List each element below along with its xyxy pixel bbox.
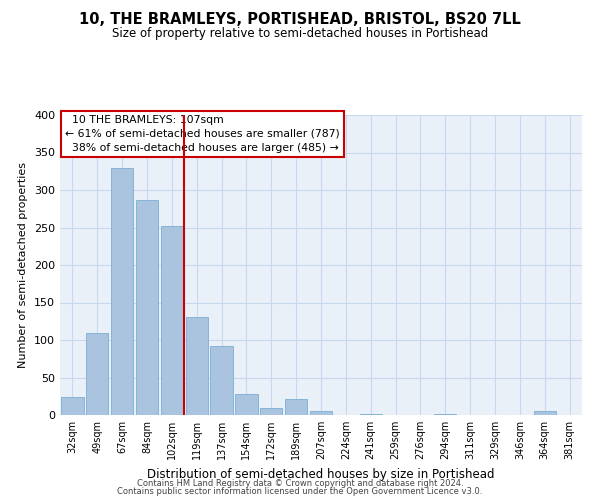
Bar — [111, 168, 133, 415]
Text: 10 THE BRAMLEYS: 107sqm
← 61% of semi-detached houses are smaller (787)
  38% of: 10 THE BRAMLEYS: 107sqm ← 61% of semi-de… — [65, 115, 340, 153]
Bar — [161, 226, 183, 415]
Bar — [86, 332, 109, 415]
Bar — [185, 317, 208, 415]
Text: Contains HM Land Registry data © Crown copyright and database right 2024.: Contains HM Land Registry data © Crown c… — [137, 478, 463, 488]
Bar — [285, 398, 307, 415]
Text: Contains public sector information licensed under the Open Government Licence v3: Contains public sector information licen… — [118, 487, 482, 496]
Bar — [310, 411, 332, 415]
Bar — [211, 346, 233, 415]
Bar — [359, 414, 382, 415]
Text: 10, THE BRAMLEYS, PORTISHEAD, BRISTOL, BS20 7LL: 10, THE BRAMLEYS, PORTISHEAD, BRISTOL, B… — [79, 12, 521, 28]
Bar — [61, 397, 83, 415]
X-axis label: Distribution of semi-detached houses by size in Portishead: Distribution of semi-detached houses by … — [147, 468, 495, 480]
Bar — [434, 414, 457, 415]
Y-axis label: Number of semi-detached properties: Number of semi-detached properties — [19, 162, 28, 368]
Bar — [136, 200, 158, 415]
Bar — [533, 411, 556, 415]
Bar — [235, 394, 257, 415]
Text: Size of property relative to semi-detached houses in Portishead: Size of property relative to semi-detach… — [112, 28, 488, 40]
Bar — [260, 408, 283, 415]
